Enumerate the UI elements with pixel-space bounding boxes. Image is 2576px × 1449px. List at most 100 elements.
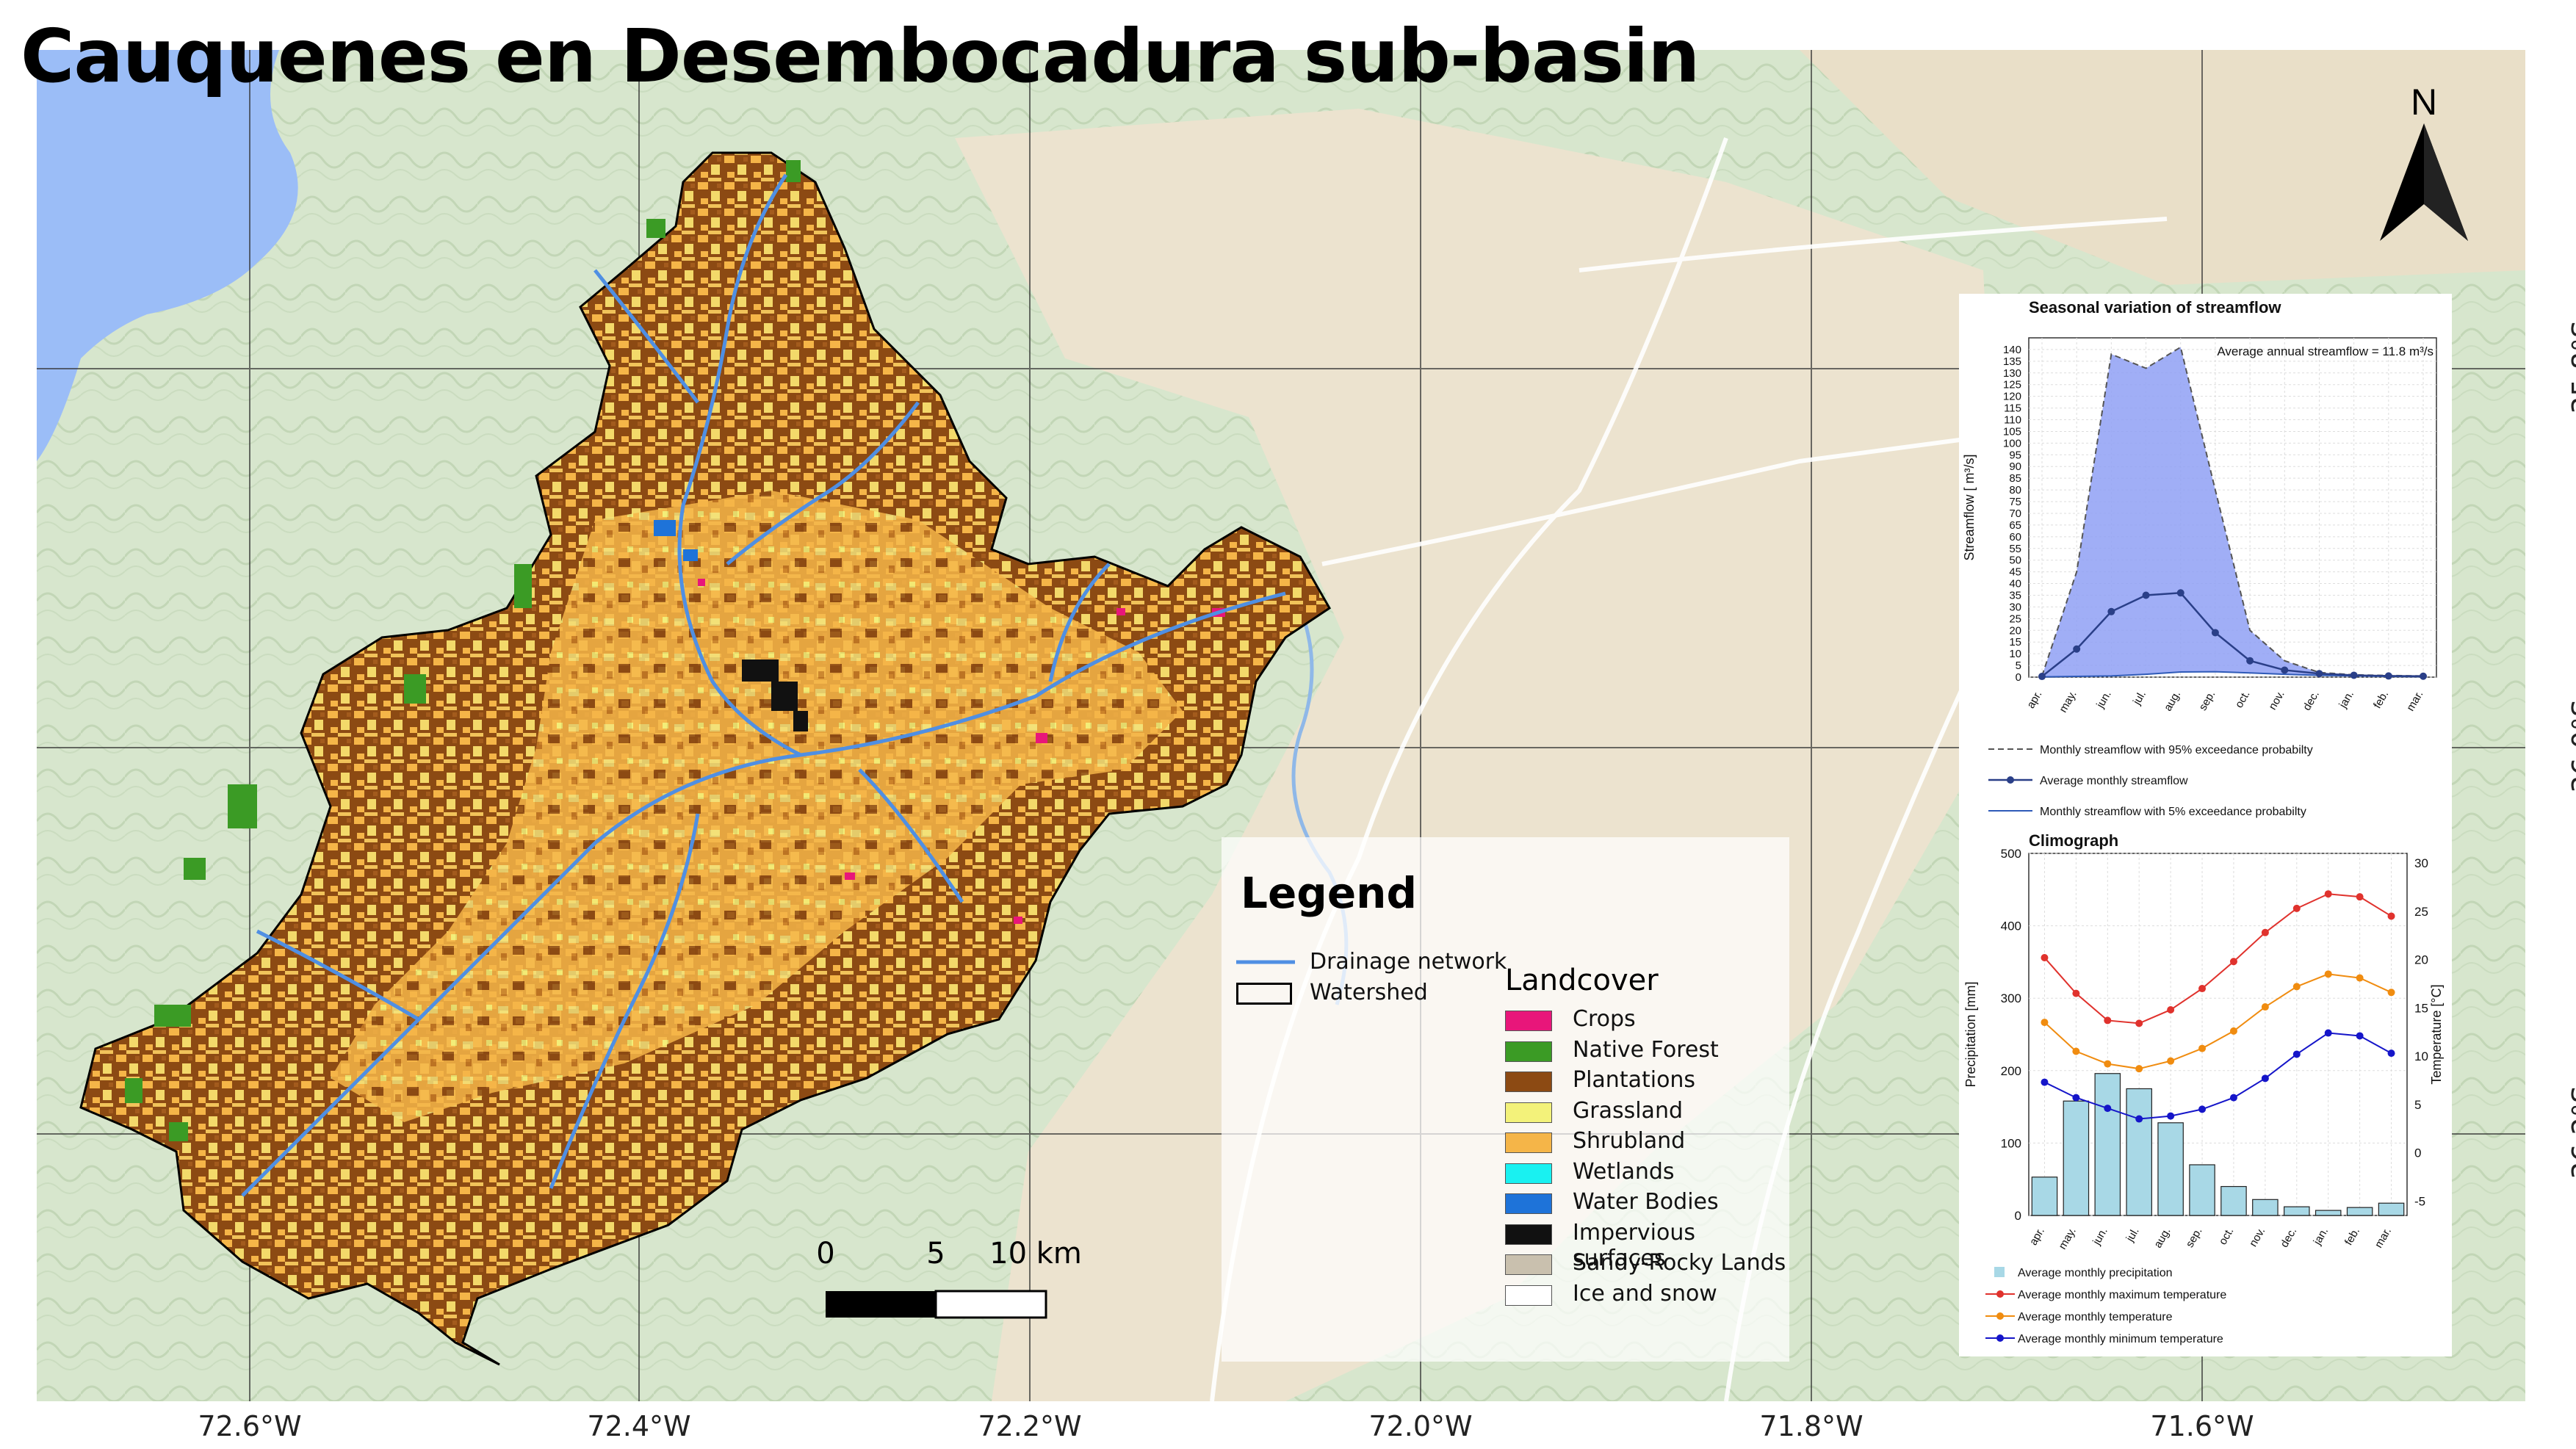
streamflow-title: Seasonal variation of streamflow [2029, 298, 2281, 317]
landcover-swatch-plantations [1505, 1072, 1552, 1092]
climograph-precip-bar [2031, 1177, 2058, 1216]
climograph-xtick: aug. [2151, 1226, 2173, 1251]
lon-label-72-0: 72.0°W [1368, 1410, 1473, 1442]
climograph-xtick: apr. [2027, 1226, 2047, 1248]
climograph-legend-point-1 [1996, 1312, 2004, 1320]
climograph-xtick: jun. [2090, 1226, 2110, 1248]
native-forest-patches [125, 160, 801, 1141]
streamflow-mean-point [2038, 673, 2046, 681]
climograph-temp-point [2167, 1112, 2175, 1120]
climograph-precip-bar [2252, 1199, 2279, 1216]
streamflow-xtick: sep. [2196, 689, 2218, 713]
streamflow-ytick: 0 [2016, 671, 2021, 684]
landcover-title: Landcover [1505, 964, 1659, 997]
climograph-temp-point [2104, 1016, 2112, 1025]
streamflow-ytick: 130 [2003, 367, 2021, 380]
streamflow-xtick: aug. [2162, 689, 2183, 714]
climograph-temp-point [2041, 1019, 2049, 1027]
landcover-swatch-ice-and-snow [1505, 1284, 1552, 1306]
scale-bar: 0 5 10 km [816, 1237, 1082, 1319]
landcover-swatch-impervious-surfaces [1505, 1224, 1552, 1245]
scale-label-0: 0 [816, 1237, 834, 1271]
climograph-title: Climograph [2029, 831, 2118, 850]
lat-label-36-0: 36.0°S [2566, 699, 2576, 793]
streamflow-ytick: 35 [2009, 589, 2021, 601]
climograph-precip-bar [2094, 1073, 2121, 1216]
climograph-ytick: 300 [2001, 991, 2021, 1005]
streamflow-ytick: 135 [2003, 355, 2021, 368]
streamflow-xtick: oct. [2233, 689, 2253, 710]
climograph-temp-point [2229, 1027, 2237, 1035]
climograph-temp-point [2229, 958, 2237, 966]
streamflow-ytick: 70 [2009, 507, 2021, 520]
impervious-patches [742, 660, 808, 731]
streamflow-ytick: 15 [2009, 636, 2021, 648]
climograph-precip-bar [2220, 1185, 2247, 1216]
streamflow-ytick: 75 [2009, 496, 2021, 508]
landcover-label-shrubland: Shrubland [1573, 1128, 1686, 1154]
streamflow-legend-low-label: Monthly streamflow with 5% exceedance pr… [2040, 806, 2306, 818]
legend-title: Legend [1241, 868, 1417, 918]
lon-label-72-2: 72.2°W [978, 1410, 1082, 1442]
climograph-temp-point [2356, 974, 2364, 982]
streamflow-mean-point [2420, 672, 2427, 680]
climograph-y2tick: -5 [2414, 1194, 2425, 1208]
streamflow-mean-point [2246, 657, 2254, 665]
streamflow-ytick: 95 [2009, 449, 2021, 461]
climograph-ytick: 200 [2001, 1064, 2021, 1078]
streamflow-ytick: 40 [2009, 578, 2021, 590]
climograph-y2tick: 5 [2414, 1098, 2421, 1112]
drainage-network [241, 173, 1286, 1197]
streamflow-legend-high-label: Monthly streamflow with 95% exceedance p… [2040, 744, 2313, 756]
streamflow-ytick: 100 [2003, 437, 2021, 449]
northern-plain [1800, 50, 2525, 285]
climograph-ytick: 400 [2001, 919, 2021, 933]
landcover-swatch-native-forest [1505, 1041, 1552, 1062]
streamflow-mean-point [2211, 629, 2219, 637]
climograph-temp-line-2 [2044, 1032, 2392, 1120]
landcover-swatch-shrubland [1505, 1132, 1552, 1153]
climograph-y2tick: 15 [2414, 1001, 2428, 1015]
streamflow-ytick: 105 [2003, 425, 2021, 438]
climograph-y2tick: 0 [2414, 1146, 2421, 1160]
watershed-legend-swatch [1236, 983, 1292, 1005]
climograph-xtick: jan. [2311, 1226, 2331, 1248]
streamflow-ytick: 55 [2009, 543, 2021, 555]
climograph-legend-point-2 [1996, 1334, 2004, 1342]
climograph-precip-bar [2126, 1088, 2152, 1216]
climograph-temp-point [2261, 1003, 2269, 1011]
landcover-swatch-sandy-rocky-lands [1505, 1254, 1552, 1275]
landcover-label-water-bodies: Water Bodies [1573, 1189, 1719, 1215]
climograph-y2label: Temperature [°C] [2429, 984, 2444, 1084]
climograph-temp-point [2324, 890, 2332, 898]
drainage-legend-label: Drainage network [1310, 949, 1507, 975]
climograph-ytick: 500 [2001, 847, 2021, 861]
streamflow-ytick: 110 [2004, 414, 2021, 427]
climograph-y2tick: 10 [2414, 1049, 2428, 1063]
climograph-temp-point [2041, 953, 2049, 961]
climograph-temp-point [2198, 1044, 2207, 1052]
climograph-temp-point [2292, 904, 2301, 912]
landcover-label-ice-and-snow: Ice and snow [1573, 1280, 1717, 1307]
climograph-legend-label-0: Average monthly maximum temperature [2018, 1289, 2226, 1301]
chart-panel: Seasonal variation of streamflow 0 5 10 15 20… [1959, 294, 2452, 1356]
climograph-temp-point [2167, 1057, 2175, 1065]
lon-label-71-6: 71.6°W [2150, 1410, 2254, 1442]
lat-label-35-8: 35.8°S [2566, 320, 2576, 414]
climograph-precip-bar [2284, 1206, 2310, 1216]
climograph-precip-bar [2346, 1207, 2373, 1216]
climograph-temp-point [2135, 1065, 2143, 1073]
streamflow-ytick: 50 [2009, 554, 2021, 567]
streamflow-ytick: 20 [2009, 624, 2021, 637]
streamflow-band [2042, 347, 2423, 677]
climograph-temp-point [2167, 1005, 2175, 1013]
climograph-temp-point [2387, 1049, 2395, 1058]
streamflow-ylabel: Streamflow [ m³/s] [1962, 454, 1977, 560]
climograph-temp-point [2104, 1060, 2112, 1068]
streamflow-mean-point [2142, 591, 2150, 599]
streamflow-series-mean [2041, 592, 2424, 678]
landcover-swatch-water-bodies [1505, 1193, 1552, 1214]
north-arrow-icon: N [2380, 82, 2468, 241]
landcover-label-plantations: Plantations [1573, 1067, 1696, 1093]
climograph-temp-point [2072, 1094, 2080, 1102]
